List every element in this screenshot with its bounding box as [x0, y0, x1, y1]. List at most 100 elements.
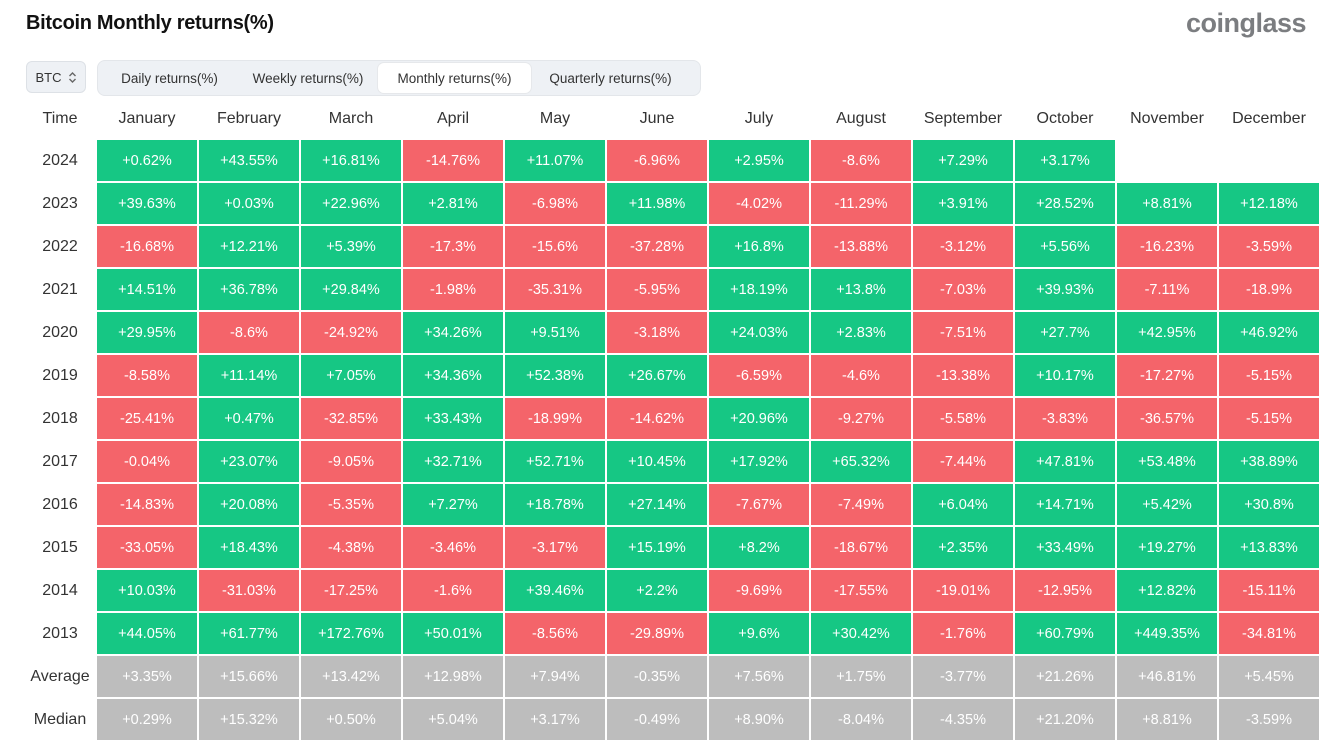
return-cell: -12.95% — [1015, 570, 1115, 611]
return-cell: -8.58% — [97, 355, 197, 396]
row-label: Median — [33, 711, 87, 728]
return-cell: -8.56% — [505, 613, 605, 654]
return-cell: +24.03% — [709, 312, 809, 353]
return-cell: +449.35% — [1117, 613, 1217, 654]
return-cell: +7.94% — [505, 656, 605, 697]
return-cell: +13.42% — [301, 656, 401, 697]
tab-quarterly-returns[interactable]: Quarterly returns(%) — [549, 70, 672, 86]
return-cell: -5.58% — [913, 398, 1013, 439]
return-cell: +33.49% — [1015, 527, 1115, 568]
return-cell: -9.69% — [709, 570, 809, 611]
return-cell: +65.32% — [811, 441, 911, 482]
return-cell: +7.29% — [913, 140, 1013, 181]
return-cell: +3.17% — [505, 699, 605, 740]
month-header-april: April — [436, 110, 469, 127]
return-cell: -0.04% — [97, 441, 197, 482]
month-header-june: June — [639, 110, 675, 127]
chevron-up-down-icon — [68, 71, 77, 84]
month-header-september: September — [923, 110, 1003, 127]
return-cell: +0.29% — [97, 699, 197, 740]
return-cell: -29.89% — [607, 613, 707, 654]
return-cell: +6.04% — [913, 484, 1013, 525]
tab-monthly-returns[interactable]: Monthly returns(%) — [378, 63, 531, 93]
return-cell: +3.91% — [913, 183, 1013, 224]
return-cell: +16.8% — [709, 226, 809, 267]
month-header-october: October — [1036, 110, 1094, 127]
return-cell: +30.8% — [1219, 484, 1319, 525]
return-cell: +17.92% — [709, 441, 809, 482]
return-cell: +8.90% — [709, 699, 809, 740]
return-cell: +10.17% — [1015, 355, 1115, 396]
return-cell: +12.98% — [403, 656, 503, 697]
return-cell: -1.6% — [403, 570, 503, 611]
return-cell: -3.12% — [913, 226, 1013, 267]
return-cell: +14.51% — [97, 269, 197, 310]
return-cell: -4.02% — [709, 183, 809, 224]
return-cell: -3.83% — [1015, 398, 1115, 439]
row-label: 2016 — [42, 496, 78, 513]
return-cell: -18.99% — [505, 398, 605, 439]
return-cell: +20.96% — [709, 398, 809, 439]
return-cell: +19.27% — [1117, 527, 1217, 568]
return-cell: -17.3% — [403, 226, 503, 267]
return-cell: +12.21% — [199, 226, 299, 267]
return-cell: +10.45% — [607, 441, 707, 482]
return-cell: +2.2% — [607, 570, 707, 611]
return-cell: -13.88% — [811, 226, 911, 267]
return-cell: +60.79% — [1015, 613, 1115, 654]
return-cell: +0.03% — [199, 183, 299, 224]
return-cell: +9.6% — [709, 613, 809, 654]
return-cell: +16.81% — [301, 140, 401, 181]
return-cell: -16.68% — [97, 226, 197, 267]
return-cell: +28.52% — [1015, 183, 1115, 224]
return-cell: -9.05% — [301, 441, 401, 482]
row-label: 2013 — [42, 625, 78, 642]
return-cell: -19.01% — [913, 570, 1013, 611]
return-cell: +39.63% — [97, 183, 197, 224]
return-cell: +39.46% — [505, 570, 605, 611]
brand-logo: coinglass — [1185, 8, 1307, 38]
return-cell: +18.78% — [505, 484, 605, 525]
return-cell: -6.98% — [505, 183, 605, 224]
row-label: 2018 — [42, 410, 78, 427]
return-cell: +11.14% — [199, 355, 299, 396]
return-cell: -17.27% — [1117, 355, 1217, 396]
row-label: 2023 — [42, 195, 78, 212]
return-cell: -7.11% — [1117, 269, 1217, 310]
row-label: 2015 — [42, 539, 78, 556]
return-cell: +32.71% — [403, 441, 503, 482]
row-label: 2024 — [42, 152, 78, 169]
return-cell: +23.07% — [199, 441, 299, 482]
tab-daily-returns[interactable]: Daily returns(%) — [121, 70, 218, 86]
return-cell: +0.47% — [199, 398, 299, 439]
page-title: Bitcoin Monthly returns(%) — [26, 12, 274, 34]
return-cell: -3.46% — [403, 527, 503, 568]
asset-select[interactable]: BTC — [26, 61, 86, 93]
return-cell: +26.67% — [607, 355, 707, 396]
return-cell: +61.77% — [199, 613, 299, 654]
return-cell: +2.83% — [811, 312, 911, 353]
return-cell: +7.27% — [403, 484, 503, 525]
return-cell: -35.31% — [505, 269, 605, 310]
return-cell: +15.32% — [199, 699, 299, 740]
return-cell: +10.03% — [97, 570, 197, 611]
return-cell: +18.43% — [199, 527, 299, 568]
return-cell: -8.6% — [199, 312, 299, 353]
return-cell: +3.17% — [1015, 140, 1115, 181]
return-cell: +2.35% — [913, 527, 1013, 568]
return-cell: +15.66% — [199, 656, 299, 697]
return-cell: -7.51% — [913, 312, 1013, 353]
return-cell: -15.6% — [505, 226, 605, 267]
return-cell: -36.57% — [1117, 398, 1217, 439]
return-cell: +1.75% — [811, 656, 911, 697]
row-label: 2014 — [42, 582, 78, 599]
return-cell: +11.07% — [505, 140, 605, 181]
return-cell: +15.19% — [607, 527, 707, 568]
return-cell: -3.18% — [607, 312, 707, 353]
row-label: 2022 — [42, 238, 78, 255]
return-cell: +53.48% — [1117, 441, 1217, 482]
return-cell: +14.71% — [1015, 484, 1115, 525]
return-cell: -7.44% — [913, 441, 1013, 482]
tab-weekly-returns[interactable]: Weekly returns(%) — [252, 70, 364, 86]
return-cell: +5.56% — [1015, 226, 1115, 267]
